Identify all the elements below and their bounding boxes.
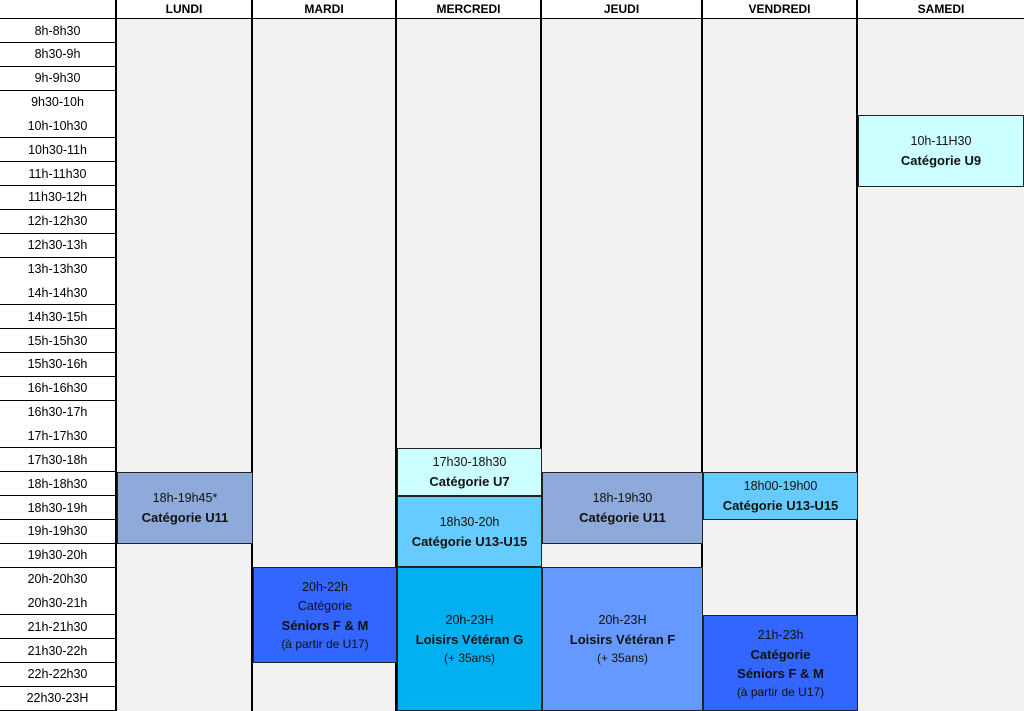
event-time: 10h-11H30 xyxy=(910,134,972,148)
day-header-jeudi: JEUDI xyxy=(542,0,703,19)
event-mardi-seniors[interactable]: 20h-22h Catégorie Séniors F & M (à parti… xyxy=(253,567,397,663)
event-note: (à partir de U17) xyxy=(736,684,825,699)
time-slot-label: 17h-17h30 xyxy=(0,424,117,449)
time-slot-label: 11h30-12h xyxy=(0,185,117,210)
time-slot-label: 8h-8h30 xyxy=(0,19,117,43)
time-slot-label: 19h30-20h xyxy=(0,543,117,568)
event-time: 18h-19h30 xyxy=(592,491,653,505)
event-category: Loisirs Vétéran F xyxy=(569,632,676,647)
time-slot-label: 9h-9h30 xyxy=(0,66,117,91)
time-slot-label: 18h-18h30 xyxy=(0,472,117,497)
time-slot-label: 14h30-15h xyxy=(0,305,117,330)
time-slot-label: 21h-21h30 xyxy=(0,615,117,640)
column-lundi xyxy=(117,19,253,711)
event-lundi-u11[interactable]: 18h-19h45* Catégorie U11 xyxy=(117,472,253,544)
event-jeudi-u11[interactable]: 18h-19h30 Catégorie U11 xyxy=(542,472,703,544)
day-header-mercredi: MERCREDI xyxy=(397,0,542,19)
event-category: Catégorie U7 xyxy=(429,474,510,489)
time-slot-label: 15h-15h30 xyxy=(0,329,117,354)
time-slot-label: 10h-10h30 xyxy=(0,114,117,139)
event-mercredi-loisirs[interactable]: 20h-23H Loisirs Vétéran G (+ 35ans) xyxy=(397,567,542,711)
event-category: Catégorie U11 xyxy=(579,510,666,525)
time-slot-label: 18h30-19h xyxy=(0,496,117,520)
event-time: 17h30-18h30 xyxy=(432,455,507,469)
time-slot-label: 8h30-9h xyxy=(0,42,117,67)
event-samedi-u9[interactable]: 10h-11H30 Catégorie U9 xyxy=(858,115,1024,187)
time-slot-label: 15h30-16h xyxy=(0,352,117,377)
event-time: 20h-23H xyxy=(598,613,647,627)
time-slot-label: 19h-19h30 xyxy=(0,519,117,544)
event-category: Catégorie U13-U15 xyxy=(411,533,528,549)
time-slot-label: 10h30-11h xyxy=(0,138,117,163)
event-mercredi-u13[interactable]: 18h30-20h Catégorie U13-U15 xyxy=(397,496,542,567)
event-category: Catégorie U13-U15 xyxy=(722,498,839,513)
time-slot-label: 12h30-13h xyxy=(0,233,117,258)
corner-cell xyxy=(0,0,117,19)
day-header-vendredi: VENDREDI xyxy=(703,0,858,19)
event-time: 21h-23h xyxy=(757,627,804,642)
event-subtitle: Catégorie xyxy=(297,598,353,613)
event-category: Loisirs Vétéran G xyxy=(415,632,524,647)
day-header-mardi: MARDI xyxy=(253,0,397,19)
event-time: 18h-19h45* xyxy=(152,491,218,505)
event-time: 20h-22h xyxy=(302,579,348,594)
time-slot-label: 9h30-10h xyxy=(0,90,117,115)
day-header-samedi: SAMEDI xyxy=(858,0,1024,19)
event-mercredi-u7[interactable]: 17h30-18h30 Catégorie U7 xyxy=(397,448,542,496)
time-slot-label: 20h30-21h xyxy=(0,591,117,616)
event-time: 18h00-19h00 xyxy=(743,479,818,493)
event-jeudi-loisirs[interactable]: 20h-23H Loisirs Vétéran F (+ 35ans) xyxy=(542,567,703,711)
event-vendredi-seniors[interactable]: 21h-23h Catégorie Séniors F & M (à parti… xyxy=(703,615,858,711)
time-slot-label: 11h-11h30 xyxy=(0,162,117,187)
time-slot-label: 12h-12h30 xyxy=(0,209,117,234)
event-note: (+ 35ans) xyxy=(443,651,496,665)
event-time: 20h-23H xyxy=(445,613,494,627)
event-category: Catégorie U11 xyxy=(141,510,229,525)
time-slot-label: 21h30-22h xyxy=(0,639,117,664)
time-slot-label: 20h-20h30 xyxy=(0,567,117,592)
event-category: Catégorie U9 xyxy=(900,153,982,168)
time-slot-label: 17h30-18h xyxy=(0,448,117,473)
event-note: (+ 35ans) xyxy=(596,651,649,665)
time-slot-label: 16h30-17h xyxy=(0,400,117,425)
time-slot-label: 16h-16h30 xyxy=(0,376,117,401)
event-time: 18h30-20h xyxy=(439,514,500,529)
day-header-lundi: LUNDI xyxy=(117,0,253,19)
event-subtitle: Catégorie xyxy=(750,646,811,662)
event-category: Séniors F & M xyxy=(737,665,824,681)
time-slot-label: 22h30-23H xyxy=(0,686,117,711)
time-slot-label: 14h-14h30 xyxy=(0,281,117,306)
column-vendredi xyxy=(703,19,858,711)
event-vendredi-u13[interactable]: 18h00-19h00 Catégorie U13-U15 xyxy=(703,472,858,520)
event-category: Séniors F & M xyxy=(281,617,369,633)
event-note: (à partir de U17) xyxy=(281,636,369,651)
time-slot-label: 22h-22h30 xyxy=(0,662,117,687)
time-slot-label: 13h-13h30 xyxy=(0,257,117,282)
